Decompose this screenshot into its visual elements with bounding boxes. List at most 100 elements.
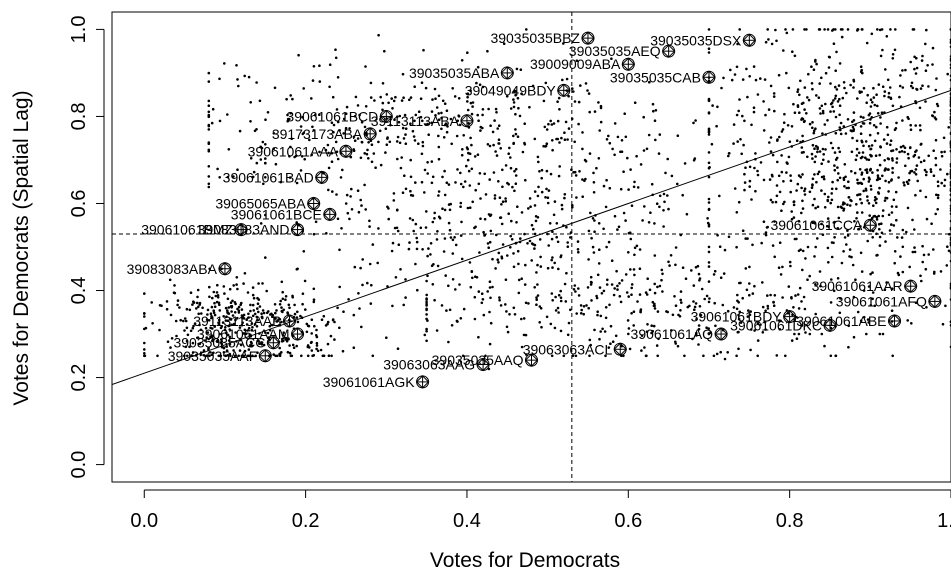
data-point: [252, 296, 256, 300]
data-point: [769, 84, 773, 88]
data-point: [195, 307, 198, 310]
data-point: [409, 193, 413, 197]
data-point: [658, 133, 662, 136]
data-point: [814, 127, 817, 130]
data-point: [310, 332, 314, 335]
data-point: [551, 299, 554, 302]
data-point: [620, 150, 624, 153]
point-label: 39035035ABA: [409, 65, 500, 81]
data-point: [866, 195, 869, 198]
data-point: [255, 128, 258, 131]
data-point: [859, 65, 863, 68]
data-point: [707, 250, 711, 254]
data-point: [550, 258, 553, 262]
data-point: [514, 93, 517, 97]
data-point: [878, 244, 882, 247]
data-point: [282, 308, 286, 312]
data-point: [431, 98, 434, 101]
data-point: [237, 309, 241, 313]
data-point: [330, 354, 333, 358]
data-point: [910, 169, 914, 173]
data-point: [389, 123, 392, 127]
data-point: [274, 162, 278, 166]
data-point: [914, 72, 918, 75]
data-point: [707, 166, 711, 170]
data-point: [666, 310, 669, 314]
data-point: [379, 163, 383, 167]
point-label: 39035035AAQ: [432, 352, 524, 368]
y-axis-title: Votes for Democrats (Spatial Lag): [10, 90, 33, 405]
data-point: [738, 28, 741, 31]
data-point: [785, 31, 789, 35]
data-point: [540, 168, 544, 172]
data-point: [847, 345, 850, 349]
data-point: [524, 333, 528, 337]
data-point: [866, 93, 869, 97]
data-point: [329, 334, 333, 338]
data-point: [581, 195, 584, 198]
data-point: [409, 96, 413, 99]
data-point: [338, 248, 341, 252]
data-point: [498, 196, 502, 199]
data-point: [589, 343, 592, 347]
data-point: [549, 322, 553, 326]
data-point: [205, 318, 209, 322]
data-point: [875, 215, 878, 219]
point-label: 39035035AEQ: [569, 43, 661, 59]
data-point: [175, 334, 178, 338]
data-point: [656, 285, 659, 289]
data-point: [206, 308, 210, 312]
data-point: [540, 325, 543, 329]
data-point: [630, 286, 633, 290]
data-point: [890, 309, 894, 313]
data-point: [258, 342, 261, 346]
data-point: [435, 106, 439, 109]
data-point: [609, 342, 612, 346]
data-point: [723, 357, 727, 361]
data-point: [922, 253, 926, 257]
data-point: [737, 347, 740, 351]
data-point: [467, 169, 471, 173]
data-point: [707, 51, 711, 54]
data-point: [936, 180, 940, 183]
influential-point: 39061061AAR: [812, 278, 918, 294]
data-point: [771, 153, 775, 157]
data-point: [870, 32, 874, 36]
data-point: [932, 248, 935, 251]
data-point: [512, 98, 515, 101]
data-point: [290, 137, 294, 141]
data-point: [500, 255, 504, 258]
data-point: [425, 300, 428, 304]
data-point: [919, 143, 923, 146]
data-point: [707, 223, 711, 226]
data-point: [259, 222, 263, 225]
data-point: [752, 110, 756, 114]
data-point: [803, 307, 807, 311]
data-point: [700, 287, 704, 291]
data-point: [387, 217, 391, 221]
data-point: [753, 166, 756, 170]
data-point: [847, 186, 850, 190]
data-point: [255, 315, 259, 319]
data-point: [425, 304, 428, 307]
data-point: [881, 48, 884, 52]
influential-point: 39063063AAG: [383, 357, 490, 373]
data-point: [593, 230, 596, 233]
data-point: [782, 180, 785, 183]
data-point: [635, 154, 638, 158]
data-point: [457, 97, 461, 100]
data-point: [458, 283, 461, 286]
data-point: [816, 146, 819, 149]
data-point: [293, 312, 297, 316]
data-point: [506, 254, 509, 257]
data-point: [293, 303, 296, 307]
data-point: [933, 110, 936, 114]
data-point: [208, 285, 211, 289]
data-point: [443, 102, 447, 105]
data-point: [491, 285, 494, 289]
data-point: [737, 301, 740, 304]
data-point: [444, 122, 448, 125]
data-point: [818, 82, 821, 85]
data-point: [200, 312, 203, 315]
data-point: [874, 201, 878, 205]
